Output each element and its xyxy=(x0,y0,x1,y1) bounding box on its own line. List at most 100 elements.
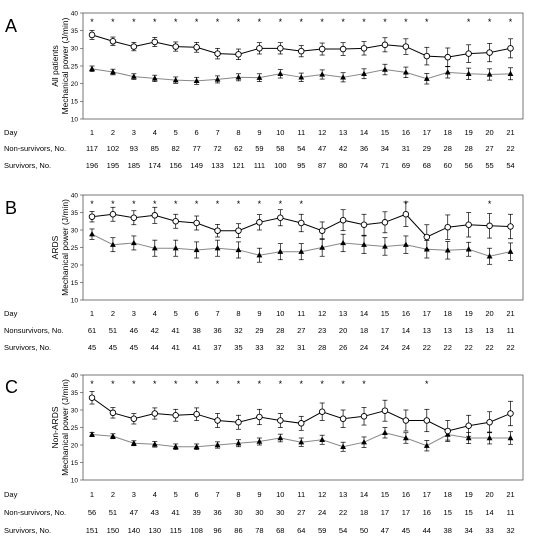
y-axis-label: All patients xyxy=(50,45,60,87)
data-point-circle xyxy=(130,43,138,50)
y-tick-label: 35 xyxy=(71,390,79,397)
day-label: 6 xyxy=(195,309,199,318)
y-tick-label: 30 xyxy=(71,46,79,53)
count-value: 61 xyxy=(88,326,96,335)
count-value: 93 xyxy=(130,144,138,153)
count-value: 33 xyxy=(485,526,493,535)
data-point-circle xyxy=(318,227,326,234)
y-tick-label: 10 xyxy=(71,477,79,484)
data-point-triangle xyxy=(235,440,242,446)
count-value: 32 xyxy=(506,526,514,535)
significance-marker: * xyxy=(111,199,115,209)
significance-marker: * xyxy=(216,199,220,209)
day-label: 10 xyxy=(276,128,284,137)
y-tick-label: 30 xyxy=(71,227,79,234)
series-filled-triangle xyxy=(89,63,514,85)
data-point-circle xyxy=(214,227,221,234)
data-point-triangle xyxy=(361,70,367,76)
count-value: 29 xyxy=(423,144,431,153)
count-value: 51 xyxy=(109,326,117,335)
day-label: 7 xyxy=(215,128,219,137)
data-point-circle xyxy=(381,407,389,414)
count-value: 95 xyxy=(297,161,305,170)
count-value: 34 xyxy=(464,526,472,535)
significance-marker: * xyxy=(488,17,492,27)
data-point-triangle xyxy=(89,431,95,437)
significance-marker: * xyxy=(111,17,115,27)
significance-marker: * xyxy=(488,199,492,209)
data-point-circle xyxy=(360,413,368,420)
count-value: 36 xyxy=(360,144,368,153)
y-tick-label: 25 xyxy=(71,425,79,432)
count-row-label: Non-survivors, No. xyxy=(4,144,66,153)
count-row-label: Survivors, No. xyxy=(4,161,51,170)
data-point-triangle xyxy=(151,75,158,81)
data-point-triangle xyxy=(89,65,95,72)
significance-marker: * xyxy=(279,379,283,389)
count-value: 22 xyxy=(485,343,493,352)
data-point-triangle xyxy=(235,246,242,253)
data-point-circle xyxy=(256,413,263,421)
count-value: 62 xyxy=(234,144,242,153)
day-label: 13 xyxy=(339,128,347,137)
data-point-circle xyxy=(444,427,451,435)
count-value: 47 xyxy=(130,508,138,517)
count-value: 31 xyxy=(297,343,305,352)
data-point-circle xyxy=(465,221,472,228)
count-value: 27 xyxy=(485,144,493,153)
significance-marker: * xyxy=(153,199,157,209)
significance-marker: * xyxy=(237,199,241,209)
data-point-triangle xyxy=(423,442,430,448)
day-label: 12 xyxy=(318,490,326,499)
count-value: 32 xyxy=(276,343,284,352)
count-value: 24 xyxy=(318,508,326,517)
data-point-circle xyxy=(465,422,472,430)
count-value: 50 xyxy=(360,526,368,535)
significance-marker: * xyxy=(237,379,241,389)
plot-frame xyxy=(82,12,524,120)
count-value: 195 xyxy=(107,161,120,170)
data-point-triangle xyxy=(507,70,514,76)
y-tick-label: 15 xyxy=(71,280,79,287)
significance-marker: * xyxy=(174,379,178,389)
day-label: 7 xyxy=(215,309,219,318)
significance-marker: * xyxy=(90,379,94,389)
day-label: 2 xyxy=(111,309,115,318)
day-label: 17 xyxy=(423,490,431,499)
data-point-triangle xyxy=(193,246,200,253)
count-value: 45 xyxy=(88,343,96,352)
data-point-triangle xyxy=(486,434,493,441)
panel-letter: C xyxy=(5,377,18,397)
data-point-circle xyxy=(507,45,514,52)
count-value: 86 xyxy=(234,526,242,535)
day-label: 7 xyxy=(215,490,219,499)
significance-marker: * xyxy=(174,17,178,27)
data-point-circle xyxy=(507,410,514,417)
y-axis-label: Mechanical power (J/min) xyxy=(60,199,70,296)
series-filled-triangle xyxy=(89,228,514,265)
count-value: 54 xyxy=(297,144,305,153)
data-point-triangle xyxy=(465,246,472,252)
day-label: 1 xyxy=(90,309,94,318)
data-point-triangle xyxy=(423,75,430,81)
y-tick-label: 25 xyxy=(71,63,79,70)
count-value: 37 xyxy=(213,343,221,352)
day-label: 15 xyxy=(381,309,389,318)
significance-marker: * xyxy=(341,17,345,27)
count-value: 45 xyxy=(402,526,410,535)
data-point-triangle xyxy=(277,248,284,254)
data-point-circle xyxy=(277,45,284,52)
count-value: 117 xyxy=(86,144,98,153)
count-value: 150 xyxy=(107,526,120,535)
count-value: 78 xyxy=(255,526,263,535)
count-value: 24 xyxy=(360,343,368,352)
data-point-triangle xyxy=(465,434,472,441)
day-label: 9 xyxy=(257,128,261,137)
significance-marker: * xyxy=(279,17,283,27)
y-tick-label: 30 xyxy=(71,407,79,414)
count-value: 41 xyxy=(172,343,180,352)
day-label: 21 xyxy=(506,309,514,318)
day-label: 20 xyxy=(485,490,493,499)
data-point-circle xyxy=(109,409,117,417)
